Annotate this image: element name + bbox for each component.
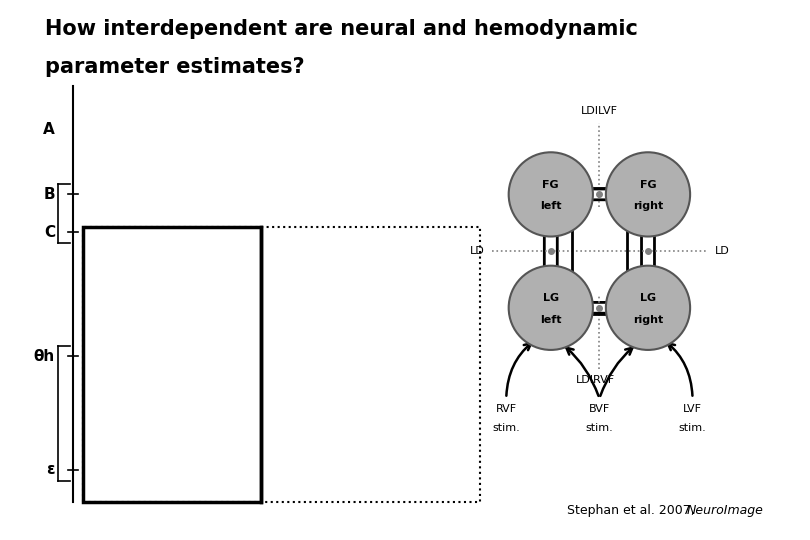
Ellipse shape [606, 152, 690, 237]
Text: FG: FG [543, 180, 559, 190]
Bar [83, 227, 480, 502]
Ellipse shape [509, 266, 593, 350]
Text: C: C [44, 225, 55, 240]
Text: LDILVF: LDILVF [581, 106, 618, 116]
Text: Stephan et al. 2007,: Stephan et al. 2007, [567, 504, 699, 517]
Text: left: left [540, 315, 561, 325]
Text: ε: ε [47, 462, 55, 477]
Text: θh: θh [34, 349, 55, 364]
Text: right: right [633, 201, 663, 211]
Bar [572, 188, 627, 314]
Ellipse shape [509, 152, 593, 237]
Bar [83, 227, 261, 502]
Text: FG: FG [640, 180, 656, 190]
Text: stim.: stim. [586, 423, 613, 433]
Text: NeuroImage: NeuroImage [687, 504, 764, 517]
Text: A: A [43, 122, 55, 137]
Text: RVF: RVF [496, 404, 517, 414]
Text: LDIRVF: LDIRVF [576, 375, 615, 386]
Ellipse shape [606, 266, 690, 350]
Text: stim.: stim. [679, 423, 706, 433]
Text: LD: LD [470, 246, 484, 256]
Text: B: B [44, 187, 55, 202]
Text: LD: LD [714, 246, 729, 256]
Text: parameter estimates?: parameter estimates? [45, 57, 305, 77]
Text: LVF: LVF [683, 404, 702, 414]
Text: LG: LG [640, 293, 656, 303]
Text: left: left [540, 201, 561, 211]
Text: BVF: BVF [589, 404, 610, 414]
Text: right: right [633, 315, 663, 325]
Text: stim.: stim. [492, 423, 520, 433]
Text: LG: LG [543, 293, 559, 303]
Text: How interdependent are neural and hemodynamic: How interdependent are neural and hemody… [45, 19, 637, 39]
